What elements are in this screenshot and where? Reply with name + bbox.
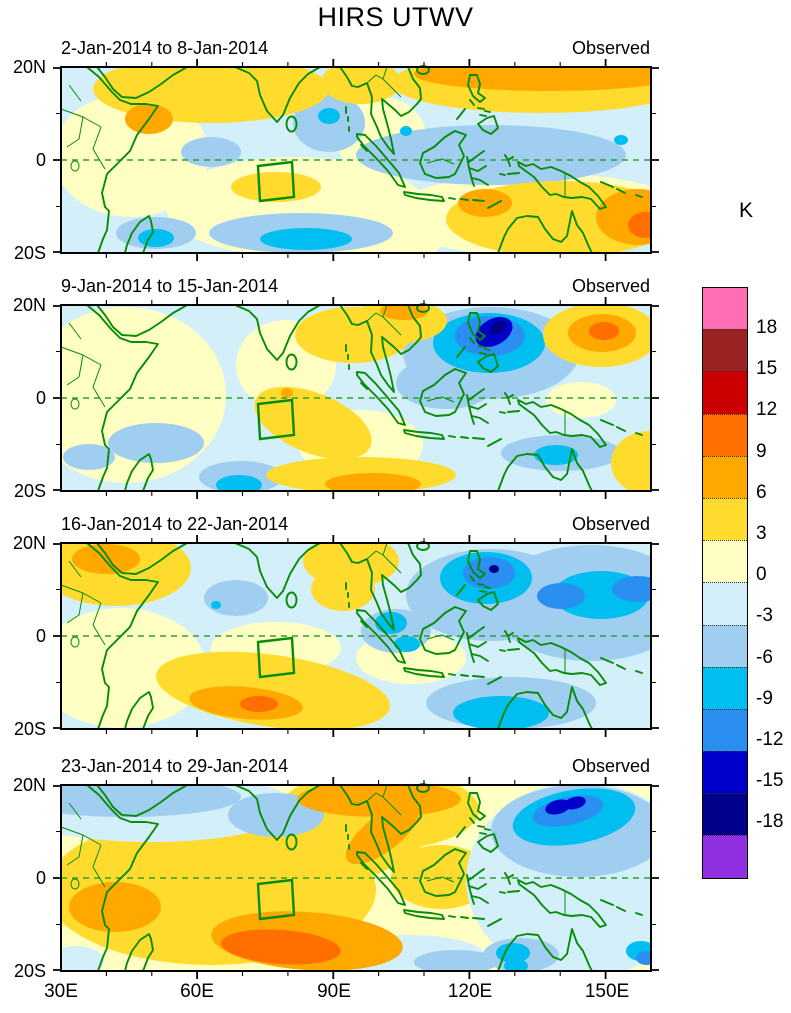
panel-3-lat-20n: 20N bbox=[12, 533, 46, 553]
lon-label-30e: 30E bbox=[44, 981, 78, 1002]
panel-1-period: 2-Jan-2014 to 8-Jan-2014 bbox=[61, 38, 269, 58]
anomaly-field-week2 bbox=[61, 305, 651, 491]
colorbar-swatch bbox=[703, 835, 747, 878]
panel-3-period: 16-Jan-2014 to 22-Jan-2014 bbox=[61, 514, 289, 534]
colorbar-tick: 12 bbox=[756, 399, 778, 420]
colorbar-swatch bbox=[703, 793, 747, 836]
colorbar-tick: -15 bbox=[756, 770, 784, 791]
panel-1-source: Observed bbox=[571, 38, 650, 58]
colorbar-unit: K bbox=[738, 199, 753, 222]
colorbar-tick: 3 bbox=[756, 523, 767, 544]
map-panel-3 bbox=[52, 534, 660, 738]
lon-label-90e: 90E bbox=[317, 981, 351, 1002]
map-panel-1 bbox=[52, 58, 660, 262]
panel-4-lat-20s: 20S bbox=[13, 961, 46, 981]
panel-4-lat-20n: 20N bbox=[12, 775, 46, 795]
colorbar-tick: 18 bbox=[756, 317, 778, 338]
colorbar-swatch bbox=[703, 413, 747, 456]
panel-3-lat-20s: 20S bbox=[13, 719, 46, 739]
panel-4-period: 23-Jan-2014 to 29-Jan-2014 bbox=[61, 756, 289, 776]
colorbar-swatch bbox=[703, 624, 747, 667]
page-title: HIRS UTWV bbox=[317, 2, 474, 32]
colorbar-swatch bbox=[703, 708, 747, 752]
panel-2-period: 9-Jan-2014 to 15-Jan-2014 bbox=[61, 276, 279, 296]
colorbar bbox=[702, 287, 748, 879]
colorbar-tick: -9 bbox=[756, 688, 773, 709]
panel-3-source: Observed bbox=[571, 514, 650, 534]
map-panel-2 bbox=[52, 296, 660, 500]
panel-4-lat-0: 0 bbox=[35, 868, 46, 888]
colorbar-swatch bbox=[703, 455, 747, 498]
panel-2-source: Observed bbox=[571, 276, 650, 296]
colorbar-tick: 15 bbox=[756, 358, 778, 379]
colorbar-swatch bbox=[703, 540, 747, 583]
map-panel-4 bbox=[52, 776, 660, 980]
colorbar-swatch bbox=[703, 288, 747, 330]
colorbar-tick: 6 bbox=[756, 482, 767, 503]
panel-1-lat-20s: 20S bbox=[13, 243, 46, 263]
anomaly-field-week3 bbox=[61, 543, 651, 729]
colorbar-swatch bbox=[703, 329, 747, 372]
colorbar-tick: 9 bbox=[756, 441, 767, 462]
colorbar-tick: -6 bbox=[756, 647, 773, 668]
colorbar-swatch bbox=[703, 497, 747, 541]
colorbar-swatch bbox=[703, 666, 747, 709]
panel-2-lat-0: 0 bbox=[35, 388, 46, 408]
anomaly-field-week1 bbox=[61, 67, 651, 253]
lon-label-120e: 120E bbox=[447, 981, 493, 1002]
colorbar-swatch bbox=[703, 582, 747, 625]
colorbar-swatch bbox=[703, 751, 747, 794]
lon-label-150e: 150E bbox=[584, 981, 630, 1002]
panel-3-lat-0: 0 bbox=[35, 626, 46, 646]
panel-2-lat-20n: 20N bbox=[12, 295, 46, 315]
colorbar-tick: -18 bbox=[756, 811, 784, 832]
panel-4-source: Observed bbox=[571, 756, 650, 776]
lon-label-60e: 60E bbox=[180, 981, 214, 1002]
colorbar-tick: -12 bbox=[756, 729, 784, 750]
panel-2-lat-20s: 20S bbox=[13, 481, 46, 501]
colorbar-tick: -3 bbox=[756, 605, 773, 626]
colorbar-tick: 0 bbox=[756, 564, 767, 585]
panel-1-lat-0: 0 bbox=[35, 150, 46, 170]
colorbar-swatch bbox=[703, 371, 747, 414]
panel-1-lat-20n: 20N bbox=[12, 57, 46, 77]
